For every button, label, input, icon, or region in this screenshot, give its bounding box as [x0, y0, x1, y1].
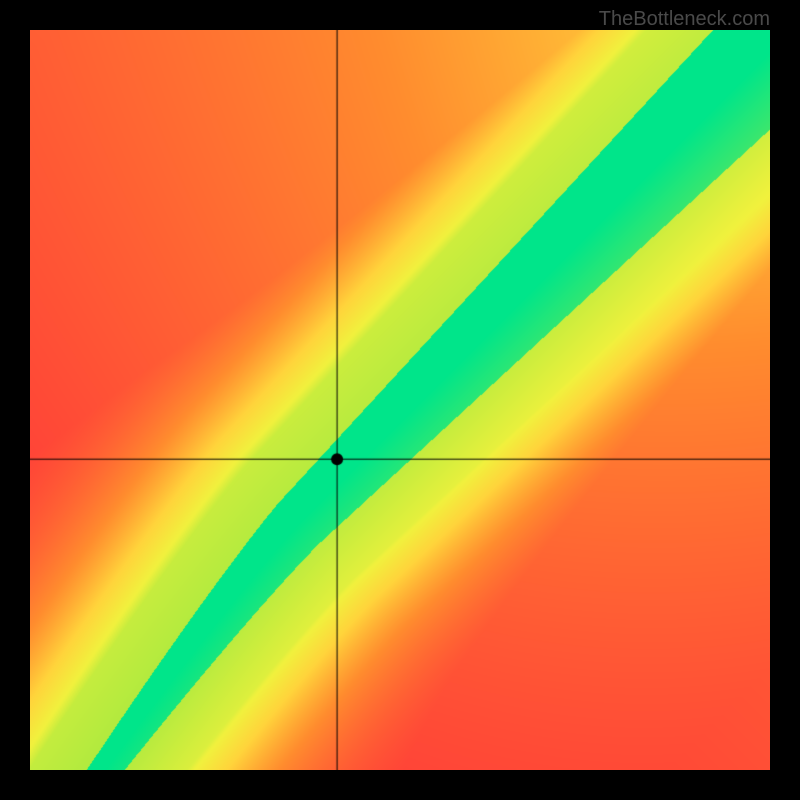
watermark-text: TheBottleneck.com	[599, 8, 770, 31]
heatmap-chart	[30, 30, 770, 770]
heatmap-canvas	[30, 30, 770, 770]
